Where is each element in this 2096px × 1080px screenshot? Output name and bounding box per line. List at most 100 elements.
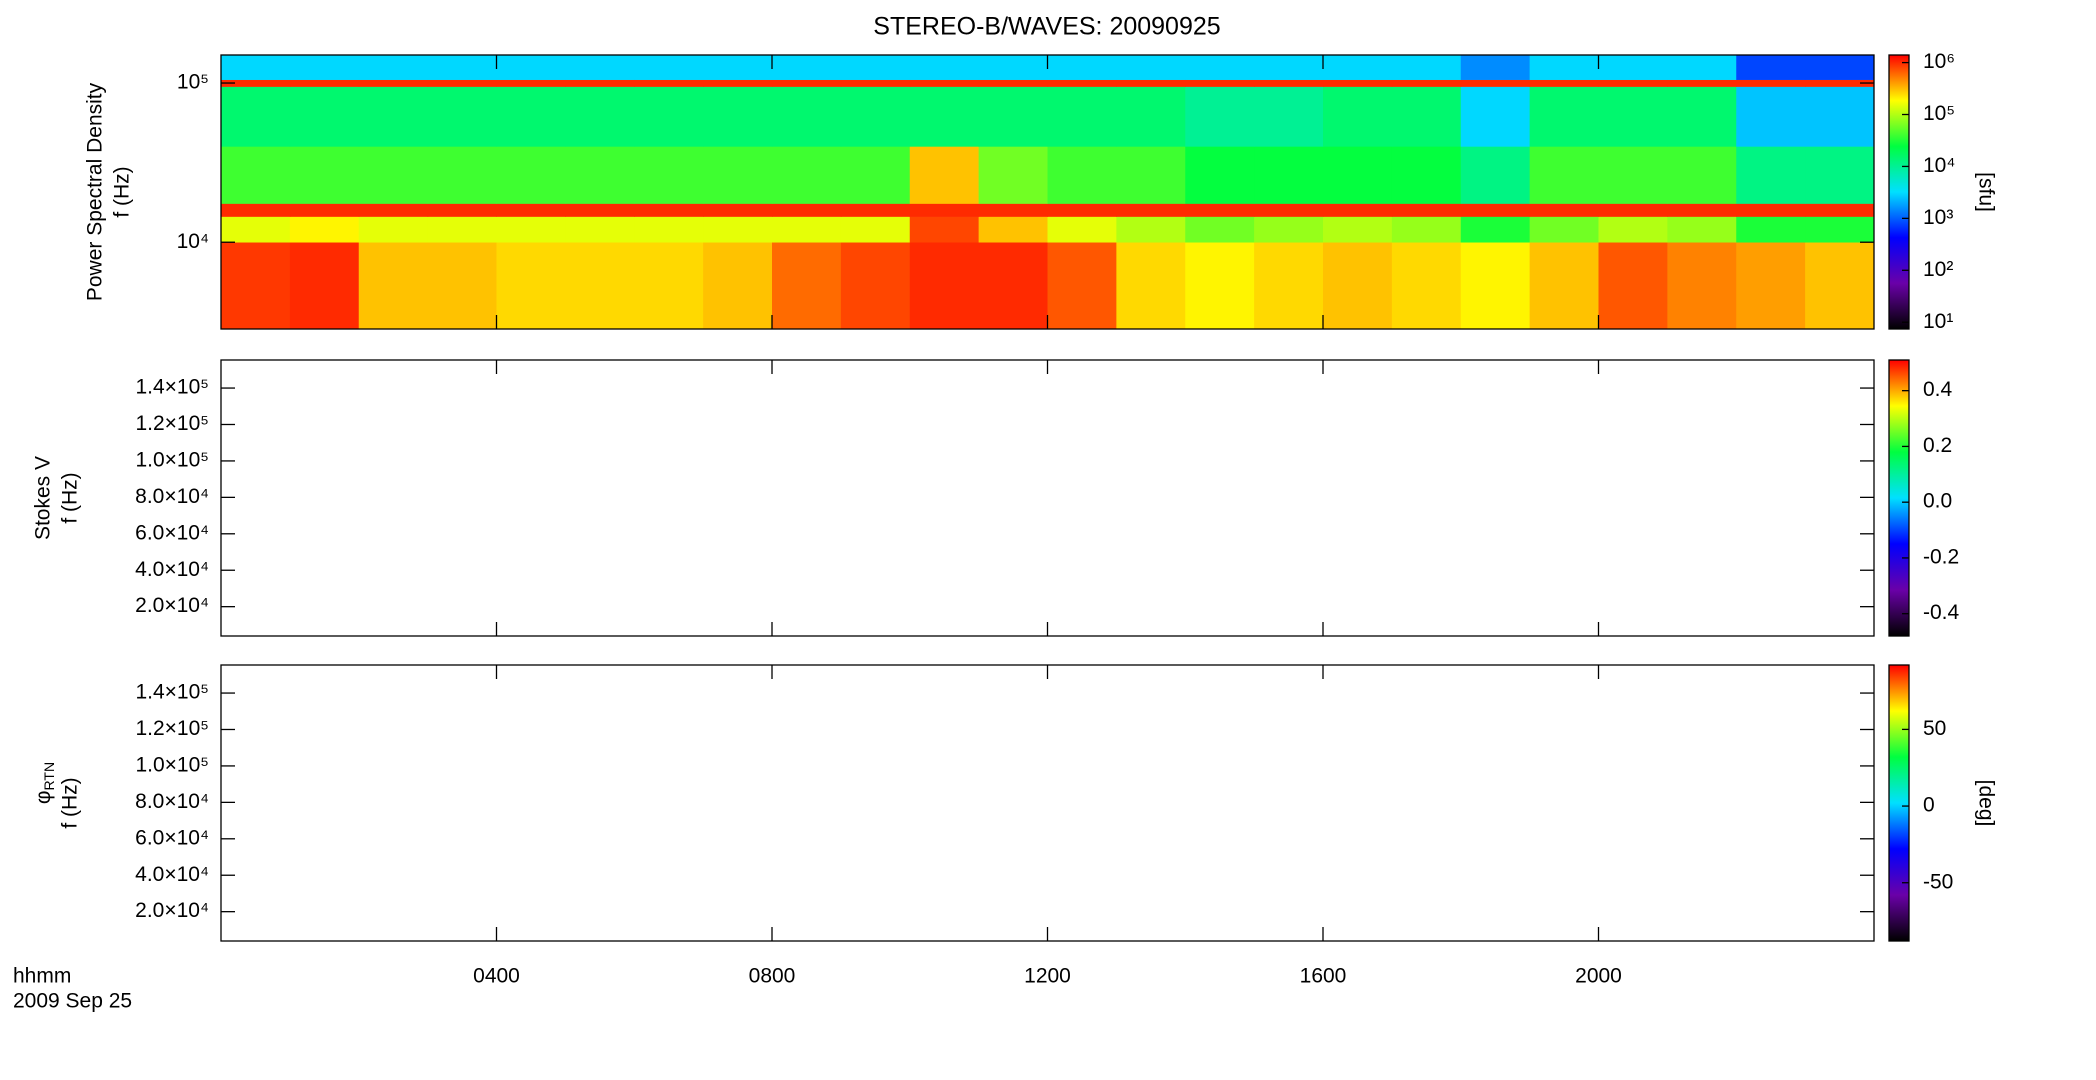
heatmap-cell <box>1391 86 1462 147</box>
heatmap-cell <box>289 146 360 204</box>
heatmap-cell <box>358 55 429 80</box>
colorbar <box>1888 664 1910 942</box>
x-tick-label: 0800 <box>749 965 796 988</box>
heatmap-cell <box>1460 146 1531 204</box>
heatmap-cell <box>909 86 980 147</box>
heatmap-cell <box>358 216 429 243</box>
heatmap-cell <box>1185 216 1255 243</box>
heatmap-cell <box>1667 242 1737 330</box>
colorbar-tick-label: 10² <box>1923 258 1953 281</box>
heatmap-cell <box>1598 242 1668 330</box>
y-axis-label: Power Spectral Density <box>84 82 107 301</box>
heatmap-cell <box>427 203 497 217</box>
colorbar <box>1888 359 1910 637</box>
heatmap-cell <box>1667 146 1737 204</box>
heatmap-cell <box>840 203 911 217</box>
heatmap-cell <box>1529 146 1599 204</box>
y-tick-label: 1.4×10⁵ <box>135 376 209 399</box>
heatmap-cell <box>1047 146 1117 204</box>
heatmap-cell <box>565 216 635 243</box>
x-tick-label: 0400 <box>473 965 520 988</box>
y-tick-label: 1.0×10⁵ <box>135 448 209 471</box>
heatmap-cell <box>978 203 1048 217</box>
heatmap-cell <box>289 79 360 87</box>
heatmap-cell <box>427 146 497 204</box>
y-tick-label: 4.0×10⁴ <box>135 863 209 886</box>
colorbar-tick-label: 50 <box>1923 717 1946 740</box>
heatmap-cell <box>1254 79 1324 87</box>
heatmap-cell <box>221 216 291 243</box>
heatmap-cell <box>909 55 980 80</box>
heatmap-cell <box>1460 79 1531 87</box>
heatmap-cell <box>1460 242 1531 330</box>
heatmap-cell <box>496 55 566 80</box>
heatmap-cell <box>840 79 911 87</box>
y-tick-label: 1.4×10⁵ <box>135 681 209 704</box>
heatmap-cell <box>565 203 635 217</box>
heatmap-cell <box>1323 79 1393 87</box>
heatmap-cell <box>1805 146 1875 204</box>
heatmap-cell <box>496 79 566 87</box>
heatmap-cell <box>1323 216 1393 243</box>
heatmap-cell <box>1185 79 1255 87</box>
heatmap-cell <box>703 242 773 330</box>
heatmap-cell <box>909 216 980 243</box>
heatmap-cell <box>1529 79 1599 87</box>
heatmap-cell <box>909 146 980 204</box>
heatmap-cell <box>496 242 566 330</box>
heatmap-cell <box>1529 86 1599 147</box>
heatmap-cell <box>703 146 773 204</box>
y-axis-label: f (Hz) <box>59 777 82 828</box>
colorbar-tick-label: -0.4 <box>1923 601 1960 624</box>
heatmap-cell <box>1254 242 1324 330</box>
heatmap-cell <box>634 55 704 80</box>
y-tick-label: 8.0×10⁴ <box>135 790 209 813</box>
heatmap-cell <box>1116 203 1186 217</box>
heatmap-cell <box>427 55 497 80</box>
heatmap-cell <box>634 242 704 330</box>
heatmap-cell <box>1323 146 1393 204</box>
heatmap-cell <box>1460 55 1531 80</box>
x-tick-label: 1200 <box>1024 965 1071 988</box>
heatmap-cell <box>1391 216 1462 243</box>
heatmap-cell <box>565 146 635 204</box>
heatmap-cell <box>978 79 1048 87</box>
heatmap-cell <box>1185 86 1255 147</box>
heatmap-cell <box>1598 79 1668 87</box>
heatmap-cell <box>1391 55 1462 80</box>
heatmap-cell <box>1667 203 1737 217</box>
heatmap-cell <box>772 203 842 217</box>
heatmap-cell <box>1116 242 1186 330</box>
heatmap-cell <box>1116 146 1186 204</box>
heatmap-cell <box>1736 216 1806 243</box>
heatmap-cell <box>772 216 842 243</box>
heatmap-cell <box>1391 146 1462 204</box>
y-axis-label-symbol: φ <box>32 790 55 804</box>
y-axis-label: Stokes V <box>32 456 55 540</box>
heatmap-cell <box>358 242 429 330</box>
heatmap-cell <box>1598 203 1668 217</box>
heatmap-cell <box>978 55 1048 80</box>
colorbar <box>1888 54 1910 330</box>
heatmap-cell <box>1047 55 1117 80</box>
heatmap-cell <box>1529 55 1599 80</box>
date-label: 2009 Sep 25 <box>13 990 132 1013</box>
colorbar-tick-label: -50 <box>1923 870 1953 893</box>
colorbar-tick-label: 0.4 <box>1923 378 1953 401</box>
heatmap-cell <box>1805 55 1875 80</box>
heatmap-cell <box>1047 86 1117 147</box>
heatmap-cell <box>289 55 360 80</box>
y-tick-label: 2.0×10⁴ <box>135 594 209 617</box>
heatmap-cell <box>840 86 911 147</box>
y-tick-label: 10⁴ <box>177 230 209 253</box>
heatmap-cell <box>1047 203 1117 217</box>
colorbar-tick-label: 10¹ <box>1923 310 1953 333</box>
heatmap-cell <box>289 242 360 330</box>
heatmap-cell <box>978 86 1048 147</box>
heatmap-cell <box>1529 242 1599 330</box>
heatmap-cell <box>1185 55 1255 80</box>
heatmap-cell <box>221 86 291 147</box>
heatmap-cell <box>1805 203 1875 217</box>
heatmap-cell <box>221 203 291 217</box>
